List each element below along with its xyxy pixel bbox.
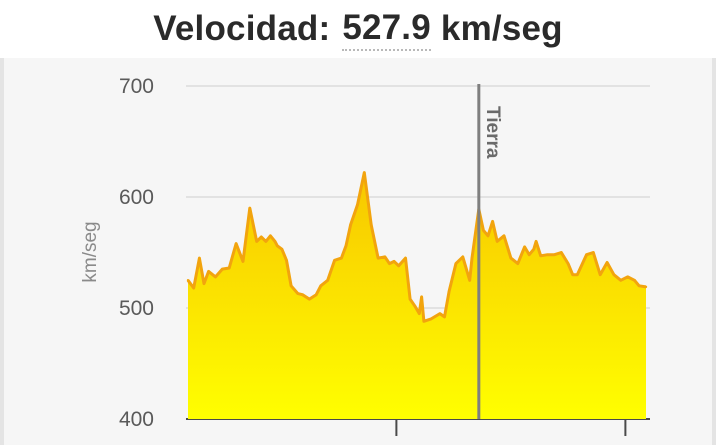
data-point — [420, 295, 423, 299]
data-point — [207, 270, 210, 273]
data-point — [443, 315, 446, 319]
data-point — [516, 262, 519, 265]
data-point — [637, 284, 641, 287]
data-point — [619, 279, 623, 282]
data-point — [546, 253, 549, 256]
data-point — [319, 284, 323, 287]
data-point — [214, 275, 217, 279]
data-point — [509, 256, 513, 260]
data-point — [370, 223, 373, 226]
data-point — [192, 286, 195, 290]
data-point — [221, 267, 224, 271]
data-point — [566, 262, 570, 265]
data-point — [285, 259, 288, 262]
data-point — [383, 255, 387, 259]
data-point — [644, 285, 648, 289]
data-point — [392, 260, 396, 263]
data-point — [528, 253, 531, 256]
data-point — [349, 223, 352, 226]
data-point — [276, 244, 279, 248]
speed-unit: km/seg — [440, 9, 563, 48]
data-point — [585, 253, 588, 256]
data-point — [523, 245, 526, 249]
data-point — [376, 256, 380, 260]
y-tick-label: 700 — [119, 75, 154, 98]
data-point — [532, 247, 535, 251]
data-point — [612, 273, 616, 276]
data-point — [454, 262, 458, 265]
data-point — [264, 240, 268, 243]
data-point — [422, 320, 426, 323]
data-point — [255, 240, 258, 243]
data-point — [198, 256, 201, 260]
data-point — [626, 275, 629, 279]
data-point — [289, 284, 293, 287]
data-point — [344, 244, 348, 248]
data-point — [301, 293, 304, 296]
data-point — [228, 266, 231, 270]
data-point — [340, 256, 343, 260]
data-point — [202, 282, 206, 285]
data-point — [326, 279, 329, 282]
data-point — [470, 256, 474, 260]
speed-header: Velocidad: 527.9 km/seg — [0, 0, 716, 58]
data-point — [363, 171, 366, 174]
data-point — [413, 304, 416, 307]
y-axis-label: km/seg — [80, 221, 101, 282]
data-point — [592, 251, 595, 254]
data-point — [576, 273, 579, 276]
data-point — [560, 251, 563, 254]
data-point — [534, 240, 538, 243]
data-point — [333, 259, 336, 262]
speed-label: Velocidad: — [153, 9, 331, 48]
data-point — [495, 240, 499, 243]
data-point — [461, 255, 464, 259]
data-point — [186, 279, 190, 282]
speed-area — [188, 172, 646, 419]
data-point — [408, 297, 412, 301]
speed-value[interactable]: 527.9 — [342, 7, 431, 51]
data-point — [404, 256, 407, 260]
earth-marker-label: Tierra — [482, 106, 503, 159]
data-point — [553, 253, 556, 256]
y-tick-label: 600 — [119, 186, 154, 209]
data-point — [486, 234, 490, 238]
data-point — [599, 273, 602, 276]
data-point — [308, 297, 311, 301]
y-tick-label: 500 — [119, 297, 154, 320]
y-tick-label: 400 — [119, 408, 154, 431]
data-point — [482, 229, 485, 232]
data-point — [418, 312, 421, 315]
data-point — [315, 293, 318, 296]
data-point — [468, 279, 471, 282]
data-point — [388, 262, 391, 265]
data-point — [397, 264, 400, 268]
data-point — [447, 290, 451, 293]
data-point — [605, 261, 609, 264]
data-point — [491, 220, 494, 223]
data-point — [269, 234, 272, 238]
data-point — [280, 247, 284, 251]
data-point — [571, 273, 574, 276]
data-point — [273, 240, 277, 243]
data-point — [241, 260, 245, 263]
data-point — [502, 234, 506, 238]
data-point — [248, 206, 252, 210]
data-point — [296, 292, 300, 295]
data-point — [539, 254, 542, 258]
data-point — [234, 242, 238, 245]
data-point — [429, 317, 432, 321]
data-point — [633, 279, 636, 282]
data-point — [438, 312, 442, 315]
data-point — [260, 235, 263, 239]
data-point — [356, 203, 359, 206]
